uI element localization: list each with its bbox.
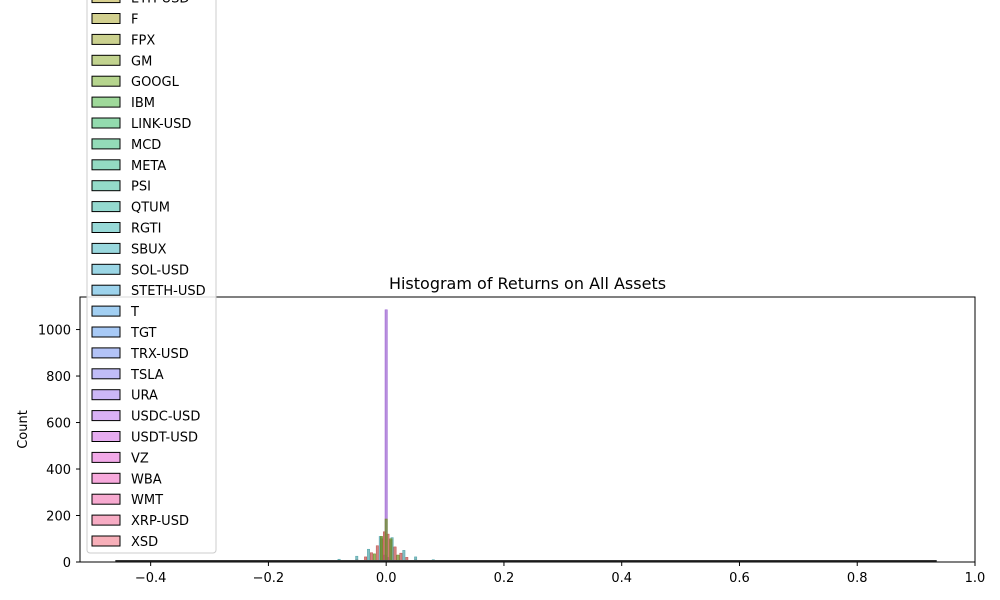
legend-label: VZ — [131, 451, 149, 466]
x-tick-label: 0.4 — [611, 571, 632, 586]
y-tick-label: 600 — [46, 417, 71, 432]
legend-label: XSD — [131, 535, 158, 550]
legend-swatch — [91, 410, 121, 422]
legend-label: ETH-USD — [131, 0, 189, 7]
legend-label: STETH-USD — [131, 284, 206, 299]
legend-label: IBM — [131, 96, 155, 111]
y-axis: 0 200 400 600 800 1000 — [38, 324, 80, 571]
legend-label: TSLA — [130, 368, 164, 383]
legend-label: F — [131, 13, 138, 28]
legend-swatch — [91, 326, 121, 338]
x-tick-label: 1.0 — [965, 571, 986, 586]
y-tick-label: 1000 — [38, 324, 71, 339]
legend-swatch — [91, 263, 121, 275]
legend-swatch — [91, 347, 121, 359]
legend-swatch — [91, 138, 121, 150]
legend-swatch — [91, 201, 121, 213]
y-tick-label: 200 — [46, 510, 71, 525]
legend-label: META — [131, 159, 166, 174]
histogram-bar — [375, 545, 379, 563]
legend-label: SBUX — [131, 242, 167, 257]
legend-label: MCD — [131, 138, 161, 153]
legend-swatch — [91, 33, 121, 45]
legend-swatch — [91, 242, 121, 254]
x-tick-label: 0.0 — [376, 571, 397, 586]
legend-swatch — [91, 305, 121, 317]
legend-label: T — [130, 305, 139, 320]
chart-title: Histogram of Returns on All Assets — [389, 274, 666, 293]
legend-label: GOOGL — [131, 75, 180, 90]
x-tick-label: −0.2 — [253, 571, 285, 586]
legend-swatch — [91, 284, 121, 296]
legend-swatch — [91, 472, 121, 484]
legend-label: USDT-USD — [131, 431, 198, 446]
legend-label: WMT — [131, 493, 163, 508]
legend-label: WBA — [131, 472, 162, 487]
legend: ETH-USD F FPX GM GOOGL IBM LINK-USD MCD META PSI Q… — [86, 0, 217, 554]
legend-label: PSI — [131, 180, 151, 195]
legend-label: URA — [131, 389, 158, 404]
legend-swatch — [91, 368, 121, 380]
x-tick-label: 0.8 — [847, 571, 868, 586]
legend-label: XRP-USD — [131, 514, 189, 529]
legend-label: QTUM — [131, 201, 170, 216]
legend-label: SOL-USD — [131, 263, 189, 278]
legend-swatch — [91, 96, 121, 108]
legend-swatch — [91, 180, 121, 192]
legend-swatch — [91, 451, 121, 463]
y-tick-label: 800 — [46, 370, 71, 385]
histogram-bars — [314, 309, 459, 563]
y-tick-label: 400 — [46, 463, 71, 478]
legend-swatch — [91, 117, 121, 129]
legend-swatch — [91, 389, 121, 401]
legend-swatch — [91, 54, 121, 66]
legend-swatch — [91, 75, 121, 87]
legend-swatch — [91, 535, 121, 547]
x-tick-label: 0.6 — [729, 571, 750, 586]
histogram-bar — [380, 536, 383, 563]
legend-label: TGT — [130, 326, 157, 341]
legend-label: FPX — [131, 33, 155, 48]
histogram-bar — [384, 518, 388, 563]
legend-swatch — [91, 493, 121, 505]
y-tick-label: 0 — [63, 556, 71, 571]
histogram-bar — [389, 538, 393, 563]
legend-swatch — [91, 514, 121, 526]
y-axis-label: Count — [16, 410, 31, 449]
plot-frame — [79, 296, 976, 563]
legend-swatch — [91, 0, 121, 4]
x-tick-label: −0.4 — [135, 571, 167, 586]
x-axis: −0.4 −0.2 0.0 0.2 0.4 0.6 0.8 1.0 — [135, 562, 985, 586]
legend-swatch — [91, 222, 121, 233]
legend-swatch — [91, 431, 121, 442]
legend-label: USDC-USD — [131, 410, 200, 425]
x-tick-label: 0.2 — [494, 571, 515, 586]
legend-swatch — [91, 159, 121, 171]
legend-label: LINK-USD — [131, 117, 191, 132]
legend-swatch — [91, 13, 121, 24]
legend-label: TRX-USD — [130, 347, 189, 362]
legend-label: RGTI — [131, 222, 161, 237]
legend-label: GM — [131, 54, 152, 69]
histogram-bar — [393, 546, 397, 563]
